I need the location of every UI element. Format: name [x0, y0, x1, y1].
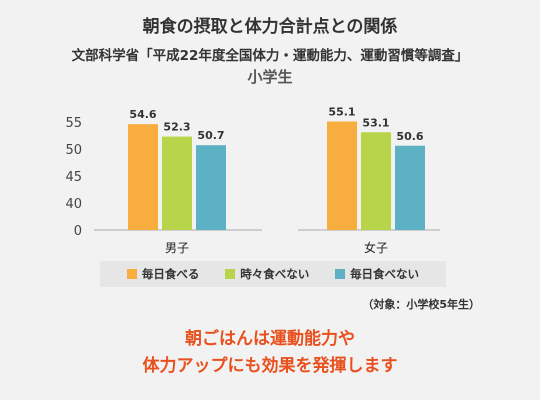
legend-item-sometimes: 時々食べない: [225, 266, 309, 282]
legend-swatch: [335, 269, 346, 279]
bar-chart: 55 50 45 40 0 54.6 52.3 50.7 55.1 53.1 50.6 男子 女子: [65, 105, 440, 255]
y-tick-label: 0: [74, 224, 82, 239]
legend-label: 時々食べない: [240, 267, 310, 281]
category-label: 男子: [165, 241, 189, 255]
target-note: （対象：小学校5年生）: [362, 298, 480, 311]
value-label: 52.3: [163, 121, 190, 134]
category-labels: 男子 女子: [165, 240, 388, 255]
value-label: 54.6: [129, 108, 156, 121]
chart-title: 朝食の摂取と体力合計点との関係: [142, 17, 398, 37]
chart-subgroup: 小学生: [247, 68, 293, 86]
value-label: 50.6: [396, 130, 423, 143]
y-tick-label: 50: [65, 143, 82, 158]
legend: 毎日食べる 時々食べない 毎日食べない: [100, 261, 446, 287]
legend-label: 毎日食べる: [141, 267, 200, 281]
bar: [327, 121, 357, 230]
value-label: 55.1: [328, 105, 355, 118]
bar: [128, 124, 158, 230]
bar-group: [128, 121, 425, 230]
message-line-1: 朝ごはんは運動能力や: [185, 329, 355, 349]
y-tick-label: 40: [65, 197, 82, 212]
message-line-2: 体力アップにも効果を発揮します: [142, 356, 398, 376]
legend-label: 毎日食べない: [350, 267, 420, 281]
y-tick-label: 55: [65, 116, 82, 131]
legend-swatch: [126, 269, 137, 279]
bar: [196, 145, 226, 230]
message: 朝ごはんは運動能力や 体力アップにも効果を発揮します: [0, 326, 540, 380]
value-labels: 54.6 52.3 50.7 55.1 53.1 50.6: [129, 105, 423, 142]
bar: [361, 132, 391, 230]
bar: [162, 136, 192, 230]
y-tick-label: 45: [65, 170, 82, 185]
category-label: 女子: [364, 240, 388, 255]
bar: [395, 145, 425, 230]
legend-item-everyday: 毎日食べる: [126, 266, 200, 282]
legend-swatch: [225, 269, 236, 279]
chart-source: 文部科学省「平成22年度全国体力・運動能力、運動習慣等調査」: [71, 48, 469, 64]
legend-item-never: 毎日食べない: [335, 266, 419, 282]
value-label: 50.7: [197, 129, 224, 142]
value-label: 53.1: [362, 116, 389, 129]
